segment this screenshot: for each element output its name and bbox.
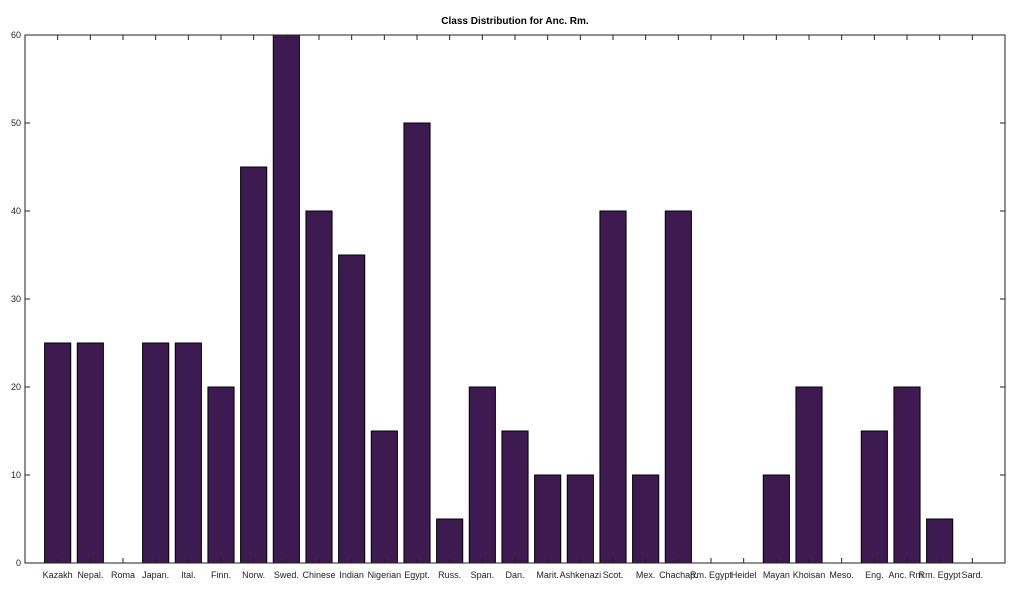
y-tick-label: 20 [11, 382, 21, 392]
x-tick-label: Kazakh [43, 570, 73, 580]
x-tick-label: Mayan [763, 570, 790, 580]
bar-13 [468, 386, 496, 564]
x-tick-label: Russ. [438, 570, 461, 580]
x-tick-label: Heidel [731, 570, 757, 580]
x-tick-label: Khoisan [793, 570, 826, 580]
bar-8 [305, 210, 333, 564]
bar-27 [926, 518, 954, 564]
bar-9 [338, 254, 366, 564]
y-tick-label: 10 [11, 470, 21, 480]
bar-7 [272, 34, 300, 564]
x-tick-label: Finn. [211, 570, 231, 580]
x-tick-label: Indian [339, 570, 364, 580]
bar-11 [403, 122, 431, 564]
y-tick-label: 40 [11, 206, 21, 216]
bar-18 [632, 474, 660, 564]
x-tick-label: Egypt. [404, 570, 430, 580]
x-tick-label: Eng. [865, 570, 884, 580]
x-tick-label: Scot. [603, 570, 624, 580]
bar-26 [893, 386, 921, 564]
bar-25 [860, 430, 888, 564]
bar-16 [566, 474, 594, 564]
x-tick-label: Marit. [536, 570, 559, 580]
x-tick-label: Nepal. [77, 570, 103, 580]
bar-19 [664, 210, 692, 564]
x-tick-label: Ashkenazi [560, 570, 602, 580]
bar-10 [370, 430, 398, 564]
bar-0 [44, 342, 72, 564]
x-tick-label: Ital. [181, 570, 196, 580]
x-tick-label: Norw. [242, 570, 265, 580]
y-tick-label: 0 [16, 558, 21, 568]
bar-3 [142, 342, 170, 564]
chart-title: Class Distribution for Anc. Rm. [441, 16, 589, 27]
bar-6 [240, 166, 268, 564]
bar-12 [436, 518, 464, 564]
bar-1 [76, 342, 104, 564]
x-tick-label: Sard. [962, 570, 984, 580]
bar-22 [762, 474, 790, 564]
bar-5 [207, 386, 235, 564]
x-tick-label: Rm. Egypt [690, 570, 733, 580]
x-tick-label: Chinese [302, 570, 335, 580]
x-tick-label: Span. [471, 570, 495, 580]
x-tick-label: Mex. [636, 570, 656, 580]
bar-17 [599, 210, 627, 564]
bar-23 [795, 386, 823, 564]
bar-15 [534, 474, 562, 564]
x-tick-label: Swed. [274, 570, 299, 580]
x-tick-label: Roma [111, 570, 135, 580]
x-tick-label: Chachap. [659, 570, 698, 580]
bar-14 [501, 430, 529, 564]
y-tick-label: 30 [11, 294, 21, 304]
x-tick-label: Dan. [505, 570, 524, 580]
x-tick-label: Anc. Rm. [888, 570, 925, 580]
x-tick-label: Nigerian [368, 570, 402, 580]
y-tick-label: 50 [11, 118, 21, 128]
x-tick-label: Rm. Egypt [919, 570, 962, 580]
x-tick-label: Japan. [142, 570, 169, 580]
y-tick-label: 60 [11, 30, 21, 40]
bar-4 [174, 342, 202, 564]
x-tick-label: Meso. [829, 570, 854, 580]
